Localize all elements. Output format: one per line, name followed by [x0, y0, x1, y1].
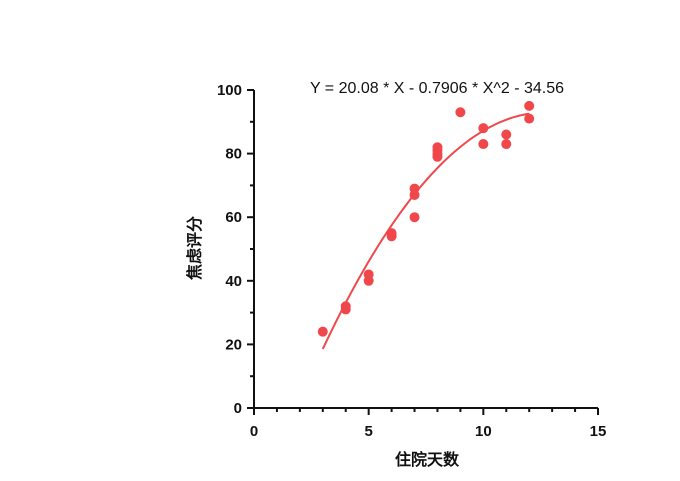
- data-point: [524, 100, 535, 111]
- data-point: [386, 228, 397, 239]
- data-point: [524, 113, 535, 124]
- x-tick-label: 0: [250, 423, 258, 440]
- data-point: [409, 212, 420, 223]
- data-point: [455, 107, 466, 118]
- y-tick-label: 0: [234, 400, 242, 417]
- data-point: [317, 326, 328, 337]
- data-point: [409, 183, 420, 194]
- y-tick-label: 20: [225, 336, 242, 353]
- data-point: [340, 301, 351, 312]
- y-tick-label: 60: [225, 209, 242, 226]
- data-point: [432, 142, 443, 153]
- data-point: [501, 129, 512, 140]
- data-point: [501, 139, 512, 150]
- axes: 0 20 40 60 80 100 0 5 10 15: [217, 82, 606, 440]
- fit-curve: [321, 112, 530, 350]
- y-axis-title: 焦虑评分: [185, 216, 204, 281]
- x-tick-label: 5: [364, 423, 372, 440]
- y-tick-label: 100: [217, 82, 242, 99]
- x-axis-title: 住院天数: [395, 450, 460, 469]
- y-tick-label: 40: [225, 273, 242, 290]
- x-tick-label: 15: [590, 423, 607, 440]
- data-point: [478, 139, 489, 150]
- x-tick-label: 10: [475, 423, 492, 440]
- data-points: [317, 100, 535, 337]
- fit-equation: Y = 20.08 * X - 0.7906 * X^2 - 34.56: [310, 80, 564, 97]
- y-tick-label: 80: [225, 146, 242, 163]
- data-point: [478, 123, 489, 134]
- data-point: [363, 269, 374, 280]
